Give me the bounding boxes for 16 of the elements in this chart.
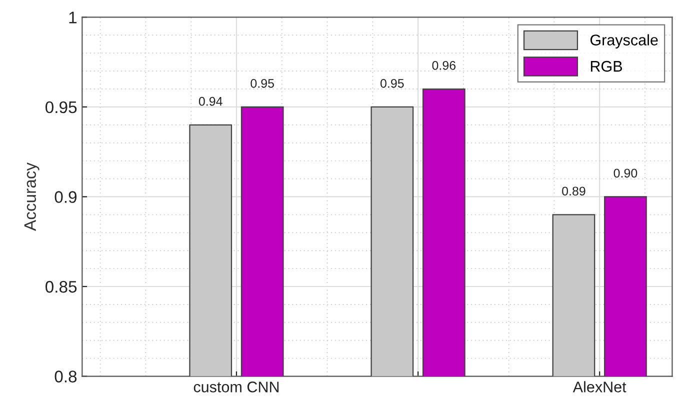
y-tick-label: 0.9 <box>54 191 77 203</box>
y-tick-label: 0.85 <box>46 280 77 293</box>
legend-label: Grayscale <box>590 34 658 48</box>
data-label: 0.95 <box>380 78 404 88</box>
data-label: 0.94 <box>198 96 222 106</box>
data-label: 0.90 <box>614 168 638 178</box>
data-label: 0.96 <box>432 61 456 70</box>
data-label: 0.95 <box>250 78 274 88</box>
x-tick-label: AlexNet <box>572 381 626 392</box>
legend-label: RGB <box>590 60 622 72</box>
data-label: 0.89 <box>562 186 586 196</box>
y-tick-label: 1 <box>69 12 76 24</box>
x-tick-label: custom CNN <box>194 382 279 392</box>
y-tick-label: 0.95 <box>46 101 77 114</box>
y-tick-label: 0.8 <box>54 370 77 382</box>
y-axis-title: Accuracy <box>24 162 40 231</box>
